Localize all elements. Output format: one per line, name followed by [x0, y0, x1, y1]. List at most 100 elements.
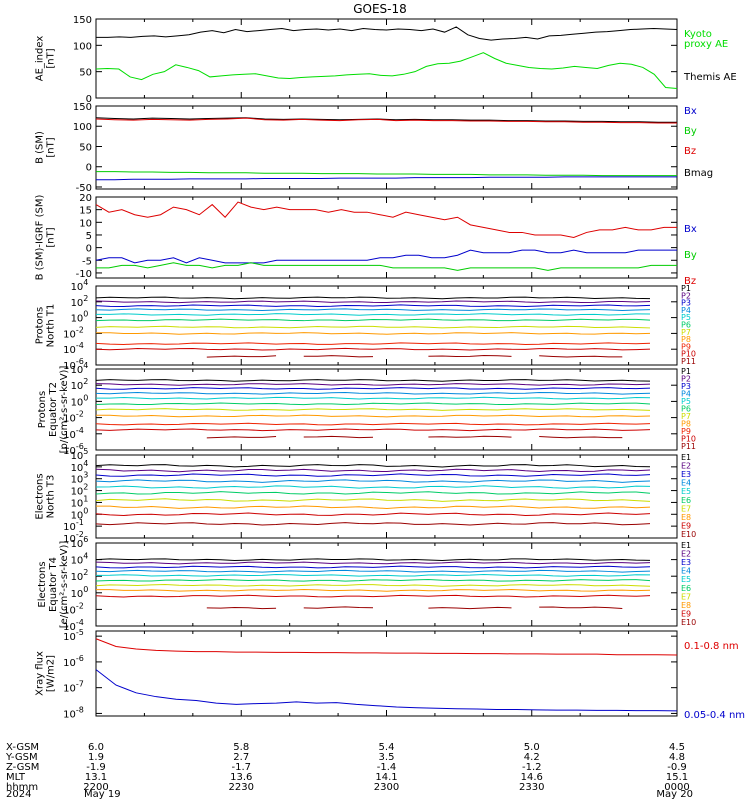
tick-exponent: 4: [83, 361, 88, 370]
tick-exponent: 1: [83, 494, 88, 503]
tick-exponent: -1: [76, 518, 84, 527]
tick-base: 10: [71, 381, 84, 392]
x-axis-value: May 19: [84, 789, 121, 800]
y-tick-label: 100: [71, 393, 89, 408]
y-tick-label: 0: [86, 244, 92, 255]
y-axis-label: B (SM)-IGRF (SM): [35, 195, 46, 281]
series-line: [95, 558, 651, 561]
tick-base: 10: [63, 632, 76, 643]
x-axis-value: -1.4: [377, 762, 397, 773]
y-axis-label: [e/(cm²-s-sr-keV)]: [59, 541, 70, 629]
legend-entry: E1: [681, 541, 691, 550]
legend-entry: E8: [681, 513, 691, 522]
legend-entry: E3: [681, 470, 691, 479]
tick-base: 10: [71, 475, 84, 486]
y-tick-label: -50: [76, 183, 92, 194]
legend-entry: P6: [681, 321, 691, 330]
tick-base: 10: [63, 414, 76, 425]
series-line: [96, 262, 677, 271]
legend-entry: Bmag: [684, 168, 713, 179]
y-axis-label: [nT]: [46, 137, 57, 157]
series-line: [96, 26, 678, 41]
x-axis-value: 5.4: [379, 742, 395, 753]
x-axis-value: -1.2: [522, 762, 542, 773]
y-axis-label: [nT]: [46, 227, 57, 247]
tick-exponent: 2: [83, 377, 88, 386]
y-tick-label: 10-6: [63, 654, 84, 669]
y-tick-label: 100: [73, 41, 92, 52]
legend-entry: E6: [681, 496, 691, 505]
legend-entry: E7: [681, 504, 691, 513]
series-line: [206, 435, 277, 439]
tick-exponent: -5: [76, 628, 84, 637]
y-tick-label: 10-1: [63, 518, 84, 533]
y-tick-label: 102: [71, 483, 89, 498]
x-axis-value: 13.6: [230, 772, 252, 783]
tick-exponent: 2: [83, 483, 88, 492]
y-tick-label: 10-2: [63, 601, 84, 616]
legend-entry: P9: [681, 427, 691, 436]
legend-entry: E4: [681, 479, 691, 488]
tick-base: 10: [71, 556, 84, 567]
y-tick-label: 10-4: [63, 341, 84, 356]
x-axis-row-label: MLT: [6, 772, 26, 783]
legend-entry: E9: [681, 521, 691, 530]
series-line: [95, 342, 651, 345]
y-axis-label: [W/m2]: [46, 655, 57, 692]
tick-exponent: 0: [83, 310, 88, 319]
tick-exponent: -6: [76, 442, 84, 451]
tick-base: 10: [71, 487, 84, 498]
series-line: [95, 318, 651, 322]
legend-entry: P5: [681, 313, 691, 322]
series-line: [95, 512, 651, 516]
series-line: [96, 171, 677, 177]
legend-entry: P11: [681, 442, 696, 451]
y-axis-label: B (SM): [35, 131, 46, 164]
y-axis-label: Electrons: [35, 473, 46, 519]
x-axis-value: 6.0: [88, 742, 104, 753]
series-line: [539, 435, 623, 439]
y-axis-label: North T1: [46, 304, 57, 348]
series-line: [95, 300, 651, 304]
x-axis-row-label: X-GSM: [6, 742, 39, 753]
x-axis-value: 2.7: [233, 752, 249, 763]
panel-frame: [95, 542, 678, 627]
series-line: [95, 669, 678, 712]
tick-base: 10: [63, 361, 76, 372]
series-line: [95, 485, 651, 489]
series-line: [95, 578, 651, 582]
series-line: [95, 387, 651, 390]
legend-entry: P9: [681, 342, 691, 351]
legend-entry: By: [684, 126, 697, 137]
tick-exponent: -2: [76, 325, 84, 334]
tick-exponent: -6: [76, 654, 84, 663]
legend-entry: P10: [681, 435, 696, 444]
y-tick-label: 100: [71, 310, 89, 325]
panel-frame: [95, 630, 678, 717]
tick-exponent: -2: [76, 410, 84, 419]
legend-entry: E8: [681, 601, 691, 610]
x-axis-value: 2230: [229, 782, 254, 793]
y-tick-label: 105: [71, 447, 89, 462]
tick-base: 10: [71, 463, 84, 474]
x-axis-value: -1.9: [86, 762, 106, 773]
legend-entry: P2: [681, 291, 691, 300]
series-line: [95, 638, 678, 656]
legend-entry: P1: [681, 367, 691, 376]
panel-bsm: -50 0 50 100 150 B (SM) [nT] Bx By Bz Bmag: [35, 102, 714, 194]
series-line: [95, 464, 651, 468]
series-line: [95, 313, 651, 316]
y-tick-label: 0: [86, 94, 92, 105]
series-line: [95, 304, 651, 308]
x-axis-value: 14.1: [375, 772, 397, 783]
tick-base: 10: [63, 446, 76, 457]
series-line: [95, 422, 651, 426]
series-line: [95, 491, 651, 495]
series-line: [95, 414, 651, 418]
y-axis-label: Electrons: [37, 561, 48, 607]
series-line: [95, 383, 651, 386]
